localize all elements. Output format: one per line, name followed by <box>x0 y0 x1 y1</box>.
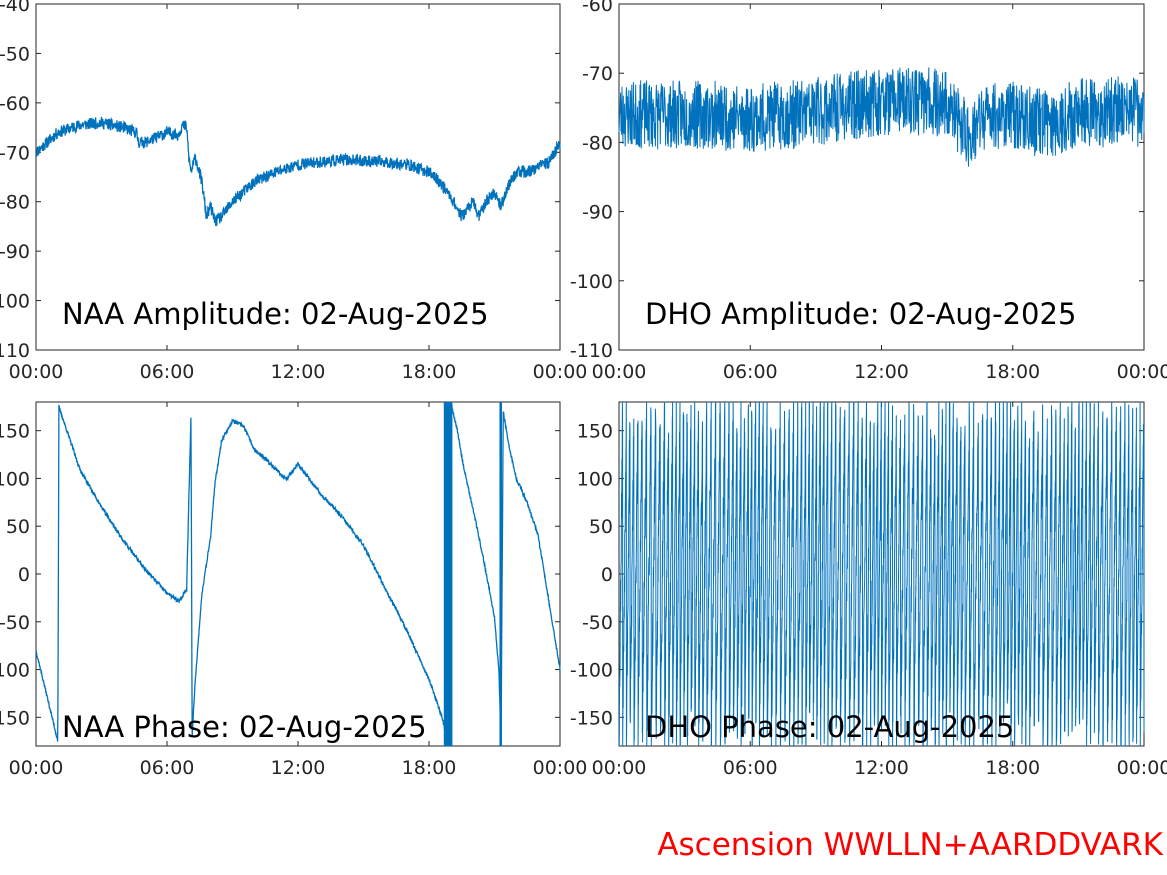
naa-amplitude-series-line <box>35 116 561 227</box>
dho-amplitude-series-line <box>618 67 1145 167</box>
dho-amplitude-y-tick-label: -90 <box>582 202 613 224</box>
dho-phase-y-tick-label: 50 <box>589 516 613 538</box>
dho-amplitude-y-ticks: -60 -70 -80 -90 -100 -110 <box>570 0 1144 362</box>
dho-amplitude-title: DHO Amplitude: 02-Aug-2025 <box>645 297 1076 331</box>
naa-phase-x-tick-label: 06:00 <box>140 757 195 779</box>
dho-amplitude-plot-area <box>618 3 1145 351</box>
naa-phase-x-tick-label: 18:00 <box>402 757 457 779</box>
naa-phase-y-tick-label: 50 <box>6 516 30 538</box>
naa-phase-series-line <box>35 401 561 742</box>
naa-amplitude-y-ticks: -40 -50 -60 -70 -80 -90 -100 -110 <box>0 0 560 362</box>
naa-amplitude-x-tick-label: 00:00 <box>9 361 64 383</box>
naa-amplitude-x-tick-label: 06:00 <box>140 361 195 383</box>
naa-amplitude-y-tick-label: -110 <box>0 340 30 362</box>
dho-phase-y-tick-label: 150 <box>577 421 613 443</box>
naa-phase-y-tick-label: 150 <box>0 421 30 443</box>
naa-phase-y-tick-label: -50 <box>0 612 30 634</box>
naa-amplitude-y-tick-label: -100 <box>0 291 30 313</box>
naa-amplitude-y-tick-label: -40 <box>0 0 30 16</box>
naa-amplitude-y-tick-label: -90 <box>0 241 30 263</box>
dho-phase-y-tick-label: -50 <box>582 612 613 634</box>
dho-amplitude-y-tick-label: -70 <box>582 63 613 85</box>
panel-naa-amplitude: -40 -50 -60 -70 -80 -90 -100 -110 00:00 06:00 12:… <box>0 0 587 383</box>
dho-amplitude-x-tick-label: 18:00 <box>985 361 1040 383</box>
naa-phase-x-tick-label: 00:00 <box>9 757 64 779</box>
dho-amplitude-y-tick-label: -110 <box>570 340 613 362</box>
naa-amplitude-plot-area <box>35 3 561 351</box>
dho-phase-y-tick-label: 100 <box>577 468 613 490</box>
dho-phase-x-tick-label: 00:00 <box>592 757 647 779</box>
dho-amplitude-x-tick-label: 00:00 <box>1117 361 1167 383</box>
naa-amplitude-x-tick-label: 12:00 <box>271 361 326 383</box>
dho-phase-x-tick-label: 18:00 <box>985 757 1040 779</box>
dho-phase-x-tick-label: 12:00 <box>854 757 909 779</box>
dho-phase-x-tick-label: 00:00 <box>1117 757 1167 779</box>
naa-amplitude-x-ticks: 00:00 06:00 12:00 18:00 00:00 <box>9 4 588 383</box>
dho-amplitude-y-tick-label: -100 <box>570 271 613 293</box>
naa-phase-y-tick-label: -100 <box>0 660 30 682</box>
naa-amplitude-y-tick-label: -70 <box>0 142 30 164</box>
dho-phase-y-tick-label: -100 <box>570 660 613 682</box>
naa-phase-y-ticks: 150 100 50 0 -50 -100 -150 <box>0 421 560 729</box>
naa-phase-title: NAA Phase: 02-Aug-2025 <box>62 710 427 744</box>
naa-amplitude-x-tick-label: 18:00 <box>402 361 457 383</box>
naa-phase-y-tick-label: 0 <box>18 564 30 586</box>
dho-phase-series-line <box>618 401 1145 747</box>
naa-phase-y-tick-label: 100 <box>0 468 30 490</box>
naa-phase-plot-area <box>35 401 561 747</box>
naa-amplitude-title: NAA Amplitude: 02-Aug-2025 <box>62 297 489 331</box>
dho-amplitude-x-ticks: 00:00 06:00 12:00 18:00 00:00 <box>592 4 1167 383</box>
dho-amplitude-x-tick-label: 12:00 <box>854 361 909 383</box>
dho-phase-title: DHO Phase: 02-Aug-2025 <box>645 710 1014 744</box>
dho-amplitude-x-tick-label: 06:00 <box>723 361 778 383</box>
dho-amplitude-x-tick-label: 00:00 <box>592 361 647 383</box>
naa-phase-x-tick-label: 00:00 <box>533 757 588 779</box>
dho-phase-y-ticks: 150 100 50 0 -50 -100 -150 <box>570 421 1144 729</box>
naa-phase-y-tick-label: -150 <box>0 707 30 729</box>
footer-label: Ascension WWLLN+AARDDVARK <box>657 827 1163 863</box>
panel-dho-phase: 150 100 50 0 -50 -100 -150 00:00 06:00 12:00 18:0… <box>570 401 1167 779</box>
naa-phase-x-ticks: 00:00 06:00 12:00 18:00 00:00 <box>9 402 588 779</box>
naa-amplitude-y-tick-label: -80 <box>0 192 30 214</box>
dho-phase-y-tick-label: 0 <box>601 564 613 586</box>
dho-phase-x-ticks: 00:00 06:00 12:00 18:00 00:00 <box>592 402 1167 779</box>
dho-phase-x-tick-label: 06:00 <box>723 757 778 779</box>
naa-amplitude-y-tick-label: -50 <box>0 43 30 65</box>
panel-naa-phase: 150 100 50 0 -50 -100 -150 00:00 06:00 12:00 18:0… <box>0 401 588 779</box>
dho-amplitude-y-tick-label: -80 <box>582 132 613 154</box>
dho-amplitude-y-tick-label: -60 <box>582 0 613 16</box>
dho-phase-y-tick-label: -150 <box>570 707 613 729</box>
naa-phase-x-tick-label: 12:00 <box>271 757 326 779</box>
naa-amplitude-x-tick-label: 00:00 <box>533 361 588 383</box>
naa-amplitude-y-tick-label: -60 <box>0 93 30 115</box>
panel-dho-amplitude: -60 -70 -80 -90 -100 -110 00:00 06:00 12:00 18:0… <box>570 0 1167 383</box>
